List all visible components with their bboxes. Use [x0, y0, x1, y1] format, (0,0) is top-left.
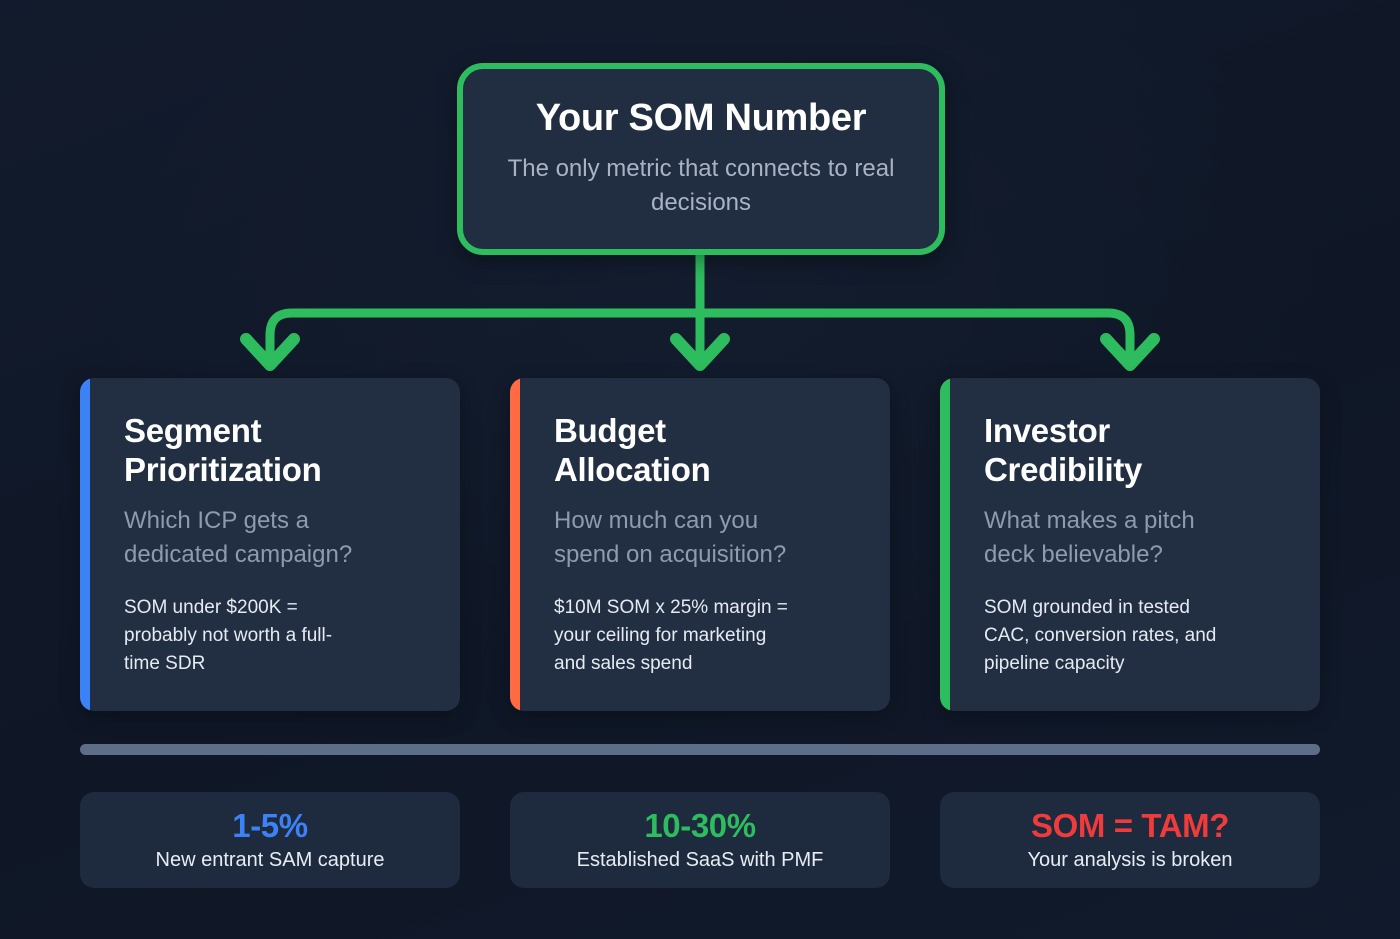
pillar-detail: SOM under $200K = probably not worth a f…: [124, 597, 333, 675]
pillar-card-group: Segment Prioritization Which ICP gets a …: [80, 378, 1320, 711]
pillar-detail: SOM grounded in tested CAC, conversion r…: [984, 597, 1217, 675]
accent-bar: [80, 378, 90, 711]
accent-bar: [510, 378, 520, 711]
stat-card-som-equals-tam[interactable]: SOM = TAM? Your analysis is broken: [940, 792, 1320, 888]
pillar-card-segment-prioritization[interactable]: Segment Prioritization Which ICP gets a …: [80, 378, 460, 711]
pillar-question: Which ICP gets a dedicated campaign?: [124, 506, 353, 568]
pillar-title: Budget Allocation: [554, 412, 711, 488]
stat-label: Established SaaS with PMF: [576, 848, 824, 871]
pillar-title: Investor Credibility: [984, 412, 1143, 488]
stat-card-new-entrant[interactable]: 1-5% New entrant SAM capture: [80, 792, 460, 888]
section-divider: [80, 744, 1320, 755]
pillar-detail: $10M SOM x 25% margin = your ceiling for…: [554, 597, 788, 675]
pillar-card-budget-allocation[interactable]: Budget Allocation How much can you spend…: [510, 378, 890, 711]
pillar-question: How much can you spend on acquisition?: [554, 506, 787, 568]
pillar-body: Investor Credibility What makes a pitch …: [940, 378, 1320, 678]
stat-value: SOM = TAM?: [1031, 807, 1229, 845]
stat-value: 1-5%: [232, 807, 308, 845]
accent-bar: [940, 378, 950, 711]
pillar-body: Segment Prioritization Which ICP gets a …: [80, 378, 460, 678]
hero-card: Your SOM Number The only metric that con…: [457, 63, 945, 255]
pillar-card-investor-credibility[interactable]: Investor Credibility What makes a pitch …: [940, 378, 1320, 711]
pillar-title: Segment Prioritization: [124, 412, 322, 488]
stat-label: Your analysis is broken: [1027, 848, 1233, 871]
pillar-body: Budget Allocation How much can you spend…: [510, 378, 890, 678]
stat-label: New entrant SAM capture: [155, 848, 385, 871]
stat-card-established-saas[interactable]: 10-30% Established SaaS with PMF: [510, 792, 890, 888]
pillar-question: What makes a pitch deck believable?: [984, 506, 1195, 568]
stat-value: 10-30%: [644, 807, 756, 845]
stat-card-group: 1-5% New entrant SAM capture 10-30% Esta…: [80, 792, 1320, 888]
hero-subtitle: The only metric that connects to real de…: [507, 154, 895, 216]
hero-title: Your SOM Number: [535, 97, 867, 140]
